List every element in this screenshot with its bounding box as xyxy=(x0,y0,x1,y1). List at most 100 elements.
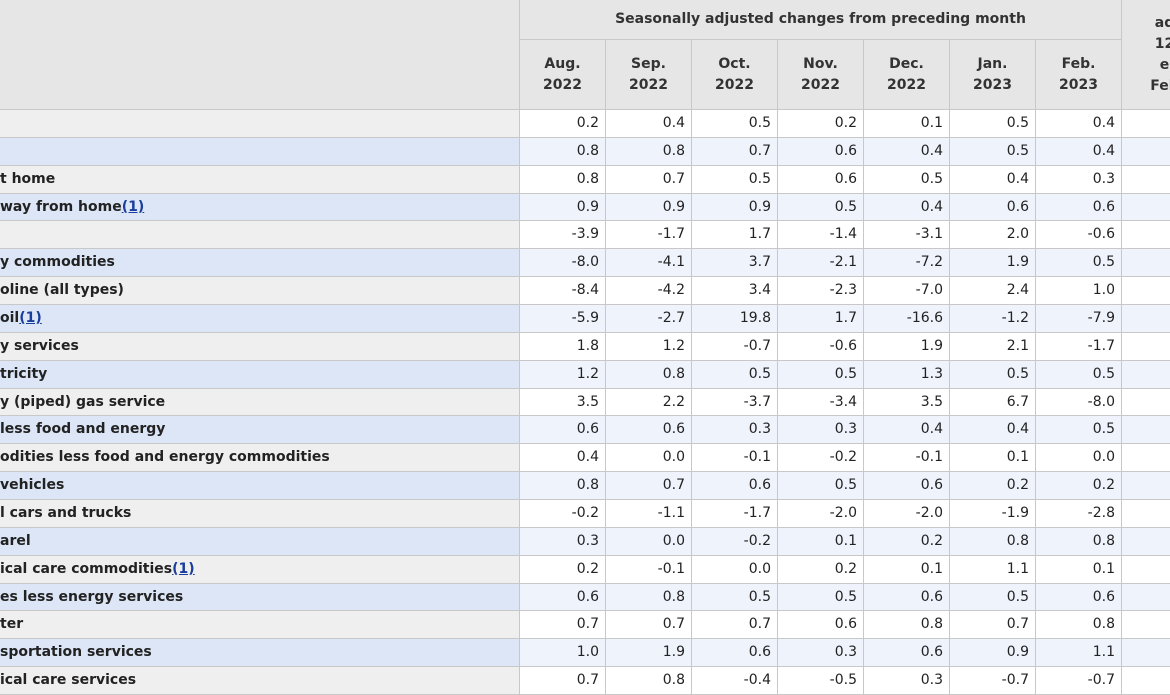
value: -7.9 xyxy=(1087,310,1115,326)
column-header: Jan. 2023 xyxy=(950,40,1036,110)
row-label: way from home(1) xyxy=(0,194,520,221)
column-header-line: 2022 xyxy=(715,76,754,93)
value-cell: -0.2 xyxy=(778,444,864,472)
value: 0.9 xyxy=(1006,644,1029,660)
row-label: oline (all types) xyxy=(0,277,520,305)
column-header-line: Sep. xyxy=(631,55,666,72)
column-header: Nov. 2022 xyxy=(778,40,864,110)
value-cell: 0.2 xyxy=(1036,472,1122,500)
column-header-line: 2022 xyxy=(801,76,840,93)
value-cell: 0.6 xyxy=(950,194,1036,221)
cut-cell xyxy=(1122,444,1170,472)
footnote-link[interactable]: (1) xyxy=(19,310,42,326)
value: 3.4 xyxy=(748,282,771,298)
value: 0.4 xyxy=(662,115,685,131)
value-cell: 0.8 xyxy=(606,584,692,611)
value: 0.5 xyxy=(834,199,857,215)
row-label-text: es less energy services xyxy=(0,589,184,605)
value-cell: -0.2 xyxy=(520,500,606,528)
column-header: Aug. 2022 xyxy=(520,40,606,110)
row-label-text: y (piped) gas service xyxy=(0,394,166,410)
value: 0.8 xyxy=(576,143,599,159)
value-cell: 0.9 xyxy=(606,194,692,221)
value-cell: -3.7 xyxy=(692,389,778,416)
value-cell: 1.0 xyxy=(1036,277,1122,305)
value-cell: 0.3 xyxy=(1036,166,1122,194)
value-cell: -0.6 xyxy=(1036,221,1122,249)
value: 0.4 xyxy=(1092,115,1115,131)
value: 0.5 xyxy=(748,366,771,382)
value: 0.6 xyxy=(1092,199,1115,215)
row-label-text: sportation services xyxy=(0,644,152,660)
value-cell: 2.0 xyxy=(950,221,1036,249)
row-label: ter xyxy=(0,611,520,639)
column-header: Sep. 2022 xyxy=(606,40,692,110)
group-title: Seasonally adjusted changes from precedi… xyxy=(615,11,1026,27)
value-cell: 1.9 xyxy=(950,249,1036,277)
value-cell: 0.6 xyxy=(864,472,950,500)
value: -0.6 xyxy=(1087,226,1115,242)
value: 0.8 xyxy=(662,366,685,382)
column-header: Oct. 2022 xyxy=(692,40,778,110)
value-cell: 0.1 xyxy=(778,528,864,556)
value: 0.2 xyxy=(1006,477,1029,493)
row-label: tricity xyxy=(0,361,520,389)
value-cell: -8.0 xyxy=(1036,389,1122,416)
value-cell: 0.6 xyxy=(1036,584,1122,611)
value: -0.5 xyxy=(829,672,857,688)
row-label-text: t home xyxy=(0,171,56,187)
value: 0.6 xyxy=(576,421,599,437)
cut-cell xyxy=(1122,528,1170,556)
value: 0.5 xyxy=(1092,366,1115,382)
value-cell: 0.6 xyxy=(520,416,606,444)
row-label: oil(1) xyxy=(0,305,520,333)
row-label: ical care services xyxy=(0,667,520,695)
value-cell: 0.0 xyxy=(606,528,692,556)
group-header: Seasonally adjusted changes from precedi… xyxy=(520,0,1122,40)
cut-cell xyxy=(1122,389,1170,416)
value: 1.3 xyxy=(920,366,943,382)
row-label xyxy=(0,138,520,166)
column-header-line: Aug. xyxy=(544,55,581,72)
value: -0.7 xyxy=(1087,672,1115,688)
value: -1.7 xyxy=(743,505,771,521)
value-cell: -0.1 xyxy=(692,444,778,472)
value-cell: 1.1 xyxy=(950,556,1036,584)
footnote-link[interactable]: (1) xyxy=(121,199,145,215)
cut-cell xyxy=(1122,138,1170,166)
value-cell: 0.4 xyxy=(864,194,950,221)
row-label xyxy=(0,110,520,138)
footnote-link[interactable]: (1) xyxy=(172,561,195,577)
value-cell: -0.7 xyxy=(692,333,778,361)
value-cell: 1.9 xyxy=(864,333,950,361)
value: 0.1 xyxy=(1006,449,1029,465)
value: -1.4 xyxy=(829,226,857,242)
cut-cell xyxy=(1122,333,1170,361)
value: 1.7 xyxy=(748,226,771,242)
value-cell: 0.2 xyxy=(778,556,864,584)
value-cell: 1.1 xyxy=(1036,639,1122,667)
value-cell: -5.9 xyxy=(520,305,606,333)
value-cell: 0.4 xyxy=(1036,110,1122,138)
value: -0.1 xyxy=(657,561,685,577)
value: -3.1 xyxy=(915,226,943,242)
column-header: Dec. 2022 xyxy=(864,40,950,110)
value-cell: -0.1 xyxy=(606,556,692,584)
value: -7.2 xyxy=(915,254,943,270)
value: 0.8 xyxy=(662,143,685,159)
value-cell: 0.8 xyxy=(520,472,606,500)
row-label: sportation services xyxy=(0,639,520,667)
value-cell: 0.0 xyxy=(1036,444,1122,472)
value: 0.3 xyxy=(920,672,943,688)
value: 0.6 xyxy=(920,477,943,493)
value: 0.7 xyxy=(662,171,685,187)
cut-cell xyxy=(1122,249,1170,277)
value: 0.6 xyxy=(920,644,943,660)
value-cell: 0.5 xyxy=(692,361,778,389)
value: 0.4 xyxy=(1006,171,1029,187)
row-label-text: vehicles xyxy=(0,477,65,493)
value-cell: -7.2 xyxy=(864,249,950,277)
value: 1.2 xyxy=(662,338,685,354)
value: 0.4 xyxy=(920,143,943,159)
value-cell: 0.6 xyxy=(864,639,950,667)
